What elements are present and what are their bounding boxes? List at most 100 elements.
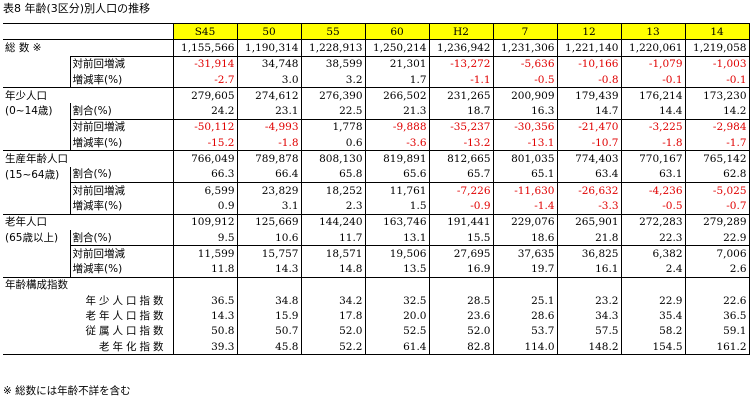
table-cell: 36.5 (684, 308, 749, 324)
table-cell: 36.5 (172, 293, 237, 309)
row-label (3, 182, 70, 198)
row-label: 総 数 ※ (3, 39, 70, 57)
table-cell: 0.9 (172, 198, 237, 215)
table-cell: -1.1 (428, 71, 493, 88)
column-header: 13 (620, 22, 685, 41)
table-cell: 52.0 (428, 323, 493, 339)
table-cell: 3.1 (236, 198, 301, 215)
table-cell: -0.1 (684, 71, 749, 88)
header-blank-cell (3, 22, 173, 41)
table-cell: -0.5 (620, 198, 685, 215)
table-cell: 279,605 (172, 87, 237, 104)
table-cell: -1.7 (684, 135, 749, 151)
table-cell: 265,901 (556, 213, 621, 230)
table-cell: 25.1 (492, 293, 557, 309)
table-cell: 11.8 (172, 261, 237, 278)
table-cell: 13.1 (364, 229, 429, 246)
table-cell: -7,226 (428, 181, 493, 199)
table-row: 対前回増減 -31,914 34,748 38,599 21,301 -13,272 -5,… (3, 55, 749, 72)
table-cell: 27,695 (428, 245, 493, 262)
table-cell: -13.2 (428, 135, 493, 151)
table-cell: 35.4 (620, 308, 685, 324)
table-cell: 66.4 (236, 166, 301, 183)
table-cell: 179,439 (556, 87, 621, 104)
population-table: S45 50 55 60 H2 7 12 13 14 総 数 ※ 1,155,566 1,190,31… (3, 22, 750, 356)
table-cell: 276,390 (300, 87, 365, 104)
table-cell: -13.1 (492, 135, 557, 151)
table-cell: -3,225 (620, 118, 685, 136)
table-cell: 789,878 (236, 150, 301, 167)
table-cell: 1,155,566 (172, 39, 237, 57)
table-cell (684, 276, 749, 294)
table-cell: 21.3 (364, 103, 429, 120)
table-cell: -2,984 (684, 118, 749, 136)
table-cell: 16.1 (556, 261, 621, 278)
table-cell: -30,356 (492, 118, 557, 136)
table-cell: 21.8 (556, 229, 621, 246)
table-cell: 14.3 (236, 261, 301, 278)
table-cell: 61.4 (364, 338, 429, 355)
table-cell: 109,912 (172, 213, 237, 230)
row-label: (65歳以上) (5, 231, 59, 244)
table-cell: -1.8 (236, 135, 301, 151)
table-cell: -11,630 (492, 181, 557, 199)
table-cell: 1,231,306 (492, 39, 557, 57)
index-row: 老年化指数 39.3 45.8 52.2 61.4 82.8 114.0 148.2 154.5… (3, 338, 749, 355)
table-cell: 17.8 (300, 308, 365, 324)
table-cell: 20.0 (364, 308, 429, 324)
table-cell: 161.2 (684, 338, 749, 355)
table-cell: 173,230 (684, 87, 749, 104)
index-label: 老年人口指数 (85, 309, 167, 322)
index-label: 年少人口指数 (85, 294, 167, 307)
index-row: 老年人口指数 14.3 15.9 17.8 20.0 23.6 28.6 34.3 35.4 36… (3, 308, 749, 324)
table-cell: 34,748 (236, 55, 301, 72)
table-cell: 23.6 (428, 308, 493, 324)
table-cell: 22.9 (620, 293, 685, 309)
table-cell: -26,632 (556, 181, 621, 199)
table-cell: -13,272 (428, 55, 493, 72)
row-sublabel: 増減率(%) (69, 71, 173, 88)
table-cell: 18.6 (492, 229, 557, 246)
table-cell: 63.4 (556, 166, 621, 183)
row-sublabel: 増減率(%) (69, 261, 173, 278)
table-cell: 18.7 (428, 103, 493, 120)
table-row: 対前回増減 -50,112 -4,993 1,778 -9,888 -35,237 -30,… (3, 118, 749, 136)
table-cell: 19.7 (492, 261, 557, 278)
table-cell: 16.9 (428, 261, 493, 278)
table-cell: 34.2 (300, 293, 365, 309)
row-sublabel: 増減率(%) (69, 135, 173, 151)
table-cell: -0.7 (684, 198, 749, 215)
table-cell: 13.5 (364, 261, 429, 278)
table-cell: 229,076 (492, 213, 557, 230)
table-cell: 1,228,913 (300, 39, 365, 57)
table-cell: 34.8 (236, 293, 301, 309)
table-cell: 1.7 (364, 71, 429, 88)
table-cell: 58.2 (620, 323, 685, 339)
table-cell: 52.5 (364, 323, 429, 339)
table-row: 年少人口 279,605 274,612 276,390 266,502 231,265 2… (3, 87, 749, 104)
table-row: 総 数 ※ 1,155,566 1,190,314 1,228,913 1,250,21… (3, 39, 749, 57)
table-cell: 14.2 (684, 103, 749, 120)
index-label: 従属人口指数 (85, 325, 167, 338)
table-row: 対前回増減 6,599 23,829 18,252 11,761 -7,226 -11,63… (3, 181, 749, 199)
table-cell: 59.1 (684, 323, 749, 339)
table-cell: 18,252 (300, 181, 365, 199)
row-label (3, 72, 70, 88)
table-cell: -2.7 (172, 71, 237, 88)
table-cell (428, 276, 493, 294)
table-cell: 2.4 (620, 261, 685, 278)
table-cell: 14.3 (172, 308, 237, 324)
table-cell: 1,778 (300, 118, 365, 136)
table-cell (300, 276, 365, 294)
column-header: 50 (236, 22, 301, 41)
table-cell: 266,502 (364, 87, 429, 104)
table-cell: 63.1 (620, 166, 685, 183)
table-row: 生産年齢人口 766,049 789,878 808,130 819,891 812,66… (3, 150, 749, 167)
index-label: 老年化指数 (99, 340, 167, 353)
table-cell: 24.2 (172, 103, 237, 120)
column-header: S45 (172, 22, 237, 41)
table-cell: 28.6 (492, 308, 557, 324)
table-cell: 144,240 (300, 213, 365, 230)
table-cell: 3.2 (300, 71, 365, 88)
column-header: 55 (300, 22, 365, 41)
